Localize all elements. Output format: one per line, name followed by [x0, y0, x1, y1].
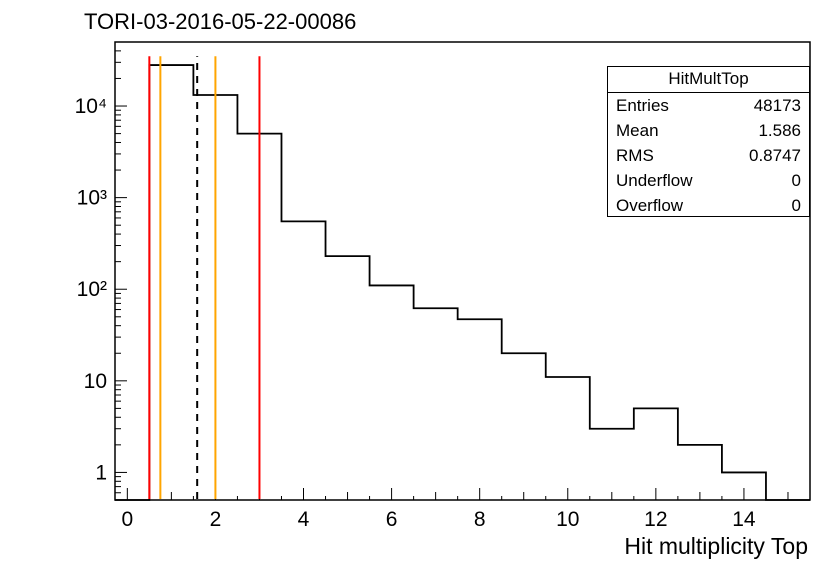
stats-value: 0.8747 — [749, 146, 801, 165]
stats-row-rms: RMS 0.8747 — [608, 143, 809, 168]
x-tick-label: 4 — [298, 508, 310, 531]
y-tick-label: 10² — [77, 278, 107, 301]
y-tick-label: 10³ — [77, 187, 107, 210]
stats-row-overflow: Overflow 0 — [608, 193, 809, 218]
plot-title: TORI-03-2016-05-22-00086 — [84, 9, 357, 34]
stats-label: Overflow — [616, 196, 684, 215]
stats-row-underflow: Underflow 0 — [608, 168, 809, 193]
stats-box: HitMultTop Entries 48173 Mean 1.586 RMS … — [607, 66, 810, 217]
y-tick-label: 10⁴ — [75, 95, 107, 118]
stats-label: Mean — [616, 121, 659, 140]
plot-frame — [114, 41, 811, 501]
histogram-line — [115, 64, 810, 501]
stats-value: 1.586 — [758, 121, 801, 140]
x-tick-label: 12 — [644, 508, 667, 531]
x-tick-label: 14 — [732, 508, 756, 531]
stats-value: 0 — [791, 196, 801, 215]
stats-value: 48173 — [753, 96, 801, 115]
x-tick-label: 2 — [210, 508, 222, 531]
stats-row-entries: Entries 48173 — [608, 93, 809, 118]
x-tick-label: 6 — [386, 508, 398, 531]
x-tick-label: 10 — [556, 508, 579, 531]
x-tick-label: 8 — [474, 508, 486, 531]
stats-value: 0 — [791, 171, 801, 190]
y-tick-label: 10 — [84, 370, 107, 393]
x-tick-label: 0 — [121, 508, 133, 531]
stats-title: HitMultTop — [608, 67, 809, 93]
stats-label: Entries — [616, 96, 669, 115]
x-axis-title: Hit multiplicity Top — [624, 533, 808, 559]
y-tick-label: 1 — [95, 461, 107, 484]
stats-row-mean: Mean 1.586 — [608, 118, 809, 143]
stats-label: Underflow — [616, 171, 693, 190]
stats-label: RMS — [616, 146, 654, 165]
